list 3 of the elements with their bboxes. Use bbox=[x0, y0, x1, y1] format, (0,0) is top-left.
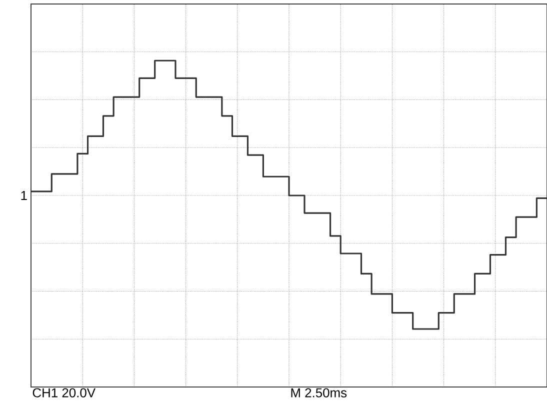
text: 1 bbox=[21, 191, 27, 200]
text: CH1 20.0V bbox=[32, 388, 96, 398]
text: M 2.50ms bbox=[291, 388, 347, 398]
